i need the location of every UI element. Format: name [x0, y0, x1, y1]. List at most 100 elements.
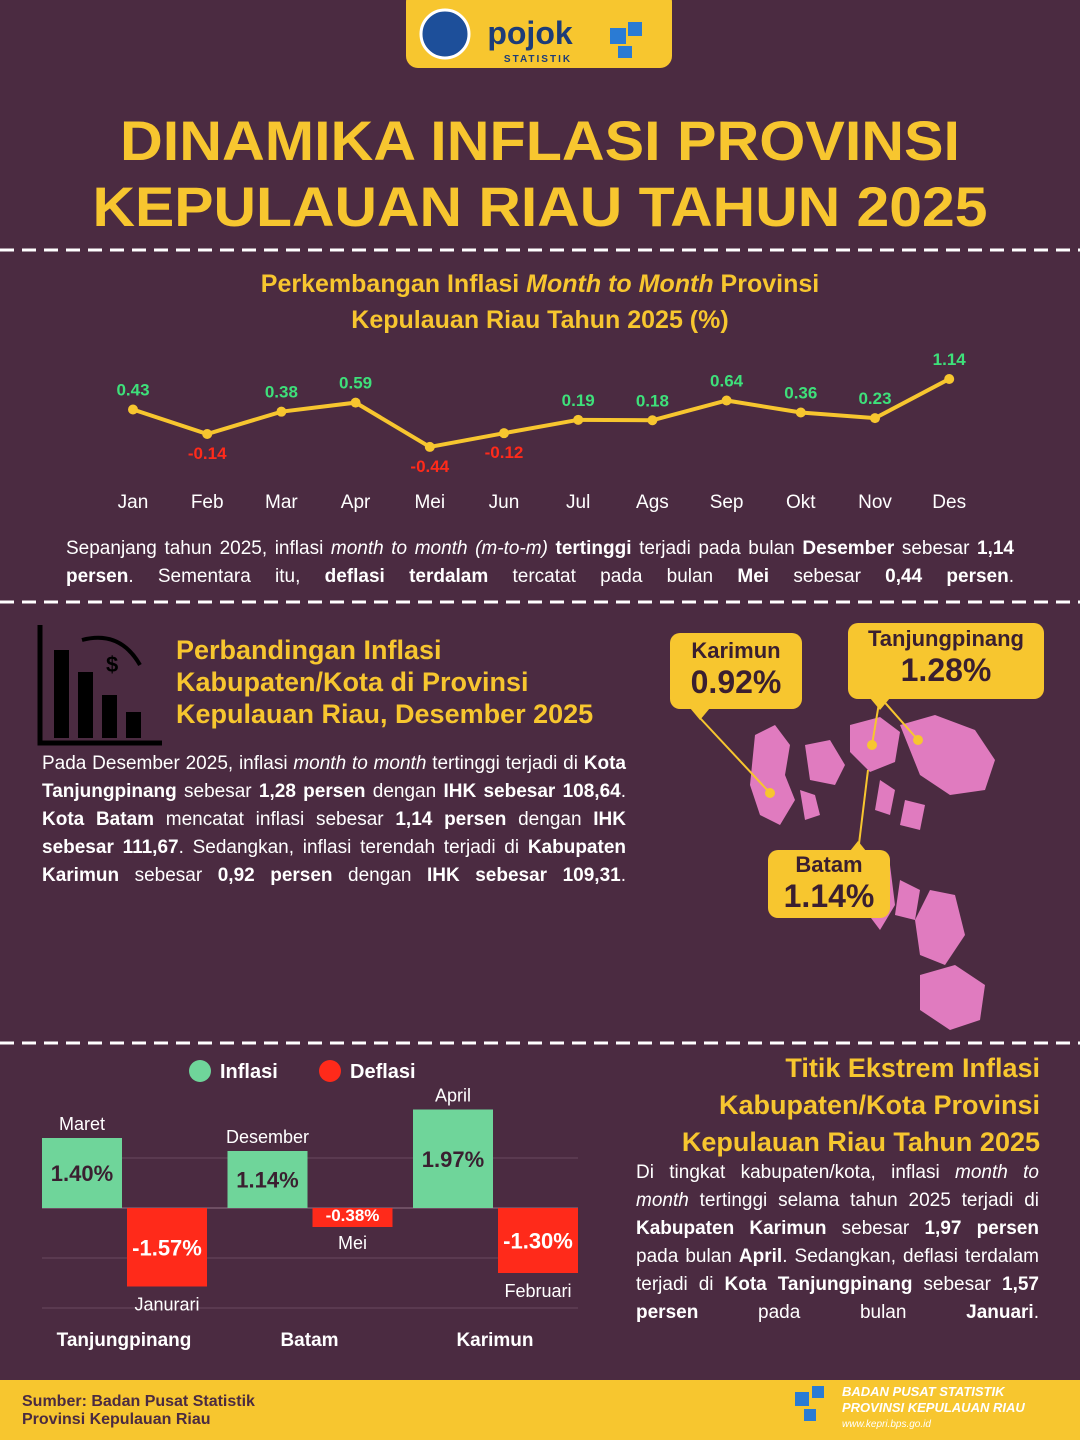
text-run: Kota Tanjungpinang	[724, 1274, 913, 1295]
text-run: Perkembangan Inflasi	[260, 270, 527, 298]
value-label: 0.64	[710, 371, 744, 390]
text-run: tertinggi terjadi di	[426, 753, 584, 774]
text-run: . Sementara itu,	[128, 566, 325, 587]
x-tick-label: Mar	[265, 492, 298, 513]
callout: Tanjungpinang 1.28%	[848, 626, 1044, 689]
text-run: 1,28 persen	[258, 781, 366, 802]
title-line: Kepulauan Riau Tahun 2025	[681, 1127, 1040, 1157]
extremes-title: Titik Ekstrem Inflasi Kabupaten/Kota Pro…	[620, 1050, 1040, 1161]
extremes-text: Di tingkat kabupaten/kota, inflasi month…	[636, 1159, 1039, 1327]
x-tick-label: Okt	[786, 492, 816, 513]
map	[750, 715, 995, 1030]
chart-icon: $	[37, 625, 162, 746]
value-label: 0.38	[265, 383, 298, 402]
title-line: Kabupaten/Kota di Provinsi	[176, 667, 529, 697]
text-run: dengan	[365, 781, 444, 802]
main-title: KEPULAUAN RIAU TAHUN 2025	[93, 175, 988, 238]
month-label: Februari	[504, 1281, 571, 1301]
text-run: . Sedangkan, inflasi terendah terjadi di	[178, 837, 528, 858]
text-run: sebesar	[119, 865, 218, 886]
bar	[127, 1208, 207, 1287]
text-run: Kabupaten Karimun	[42, 837, 626, 886]
bar	[413, 1109, 493, 1208]
text-run: pada bulan	[636, 1246, 739, 1267]
value-label: 0.36	[784, 384, 817, 403]
text-run: 0,44 persen	[885, 566, 1009, 587]
line-chart-title: Perkembangan Inflasi Month to Month Prov…	[140, 266, 940, 338]
value-label: 0.23	[858, 389, 891, 408]
value-label: 0.18	[636, 391, 669, 410]
value-label: -0.12	[485, 443, 524, 462]
text-run: IHK sebesar 108,64	[443, 781, 621, 802]
line	[132, 377, 951, 450]
text-run: Provinsi	[713, 270, 820, 298]
x-tick-label: Des	[932, 492, 966, 513]
text-run: Kota Tanjungpinang	[42, 753, 626, 802]
legend-label: Inflasi	[220, 1061, 278, 1083]
point	[499, 428, 509, 439]
text-run: dengan	[332, 865, 427, 886]
point	[128, 404, 138, 415]
text-run: sebesar	[826, 1218, 925, 1239]
text-run: tertinggi	[547, 538, 632, 559]
summary: Sepanjang tahun 2025, inflasi month to m…	[66, 535, 1014, 591]
point	[276, 406, 287, 417]
text-run: month to month (m-to-m)	[330, 538, 548, 559]
x-tick-label: Ags	[636, 492, 669, 513]
value-label: 1.40%	[51, 1161, 113, 1186]
text-run: Pada Desember 2025, inflasi	[42, 753, 294, 774]
value-label: 1.97%	[422, 1147, 484, 1172]
callout-name: Karimun	[691, 638, 781, 663]
text-run: Kota Batam	[42, 809, 155, 830]
title-line: Perkembangan Inflasi Month to Month Prov…	[140, 266, 940, 302]
logo-text: pojok	[487, 15, 573, 51]
month-label: April	[435, 1086, 471, 1106]
x-tick-label: Jun	[489, 492, 520, 513]
point	[350, 397, 361, 408]
bar	[227, 1151, 308, 1208]
text-run: .	[1033, 1302, 1039, 1323]
callout: Karimun 0.92%	[670, 638, 802, 701]
footer-logo	[795, 1386, 824, 1421]
category-label: Batam	[280, 1330, 338, 1351]
text-run: Kabupaten Karimun	[636, 1218, 827, 1239]
text-run: tertinggi selama tahun 2025 terjadi di	[688, 1190, 1039, 1211]
value-label: -0.44	[410, 457, 449, 476]
value-label: -1.57%	[132, 1235, 202, 1260]
callout-name: Batam	[795, 852, 863, 877]
point	[721, 395, 732, 406]
callout: Batam 1.14%	[768, 852, 890, 915]
svg-text:$: $	[106, 652, 118, 677]
logo-sub: STATISTIK	[504, 54, 572, 65]
text-run: Mei	[737, 566, 770, 587]
title-line: Perbandingan Inflasi	[176, 635, 442, 665]
text-run: Di tingkat kabupaten/kota, inflasi	[636, 1162, 956, 1183]
dividers	[0, 248, 1080, 1045]
point	[647, 415, 658, 426]
text-run: 1,14 persen	[395, 809, 507, 830]
text-run: dengan	[506, 809, 594, 830]
comparison-title: Perbandingan Inflasi Kabupaten/Kota di P…	[176, 634, 646, 730]
point	[202, 429, 213, 440]
value-label: 0.59	[339, 374, 372, 393]
bar	[42, 1138, 122, 1208]
callout-value: 1.28%	[900, 652, 992, 688]
text-run: tercatat pada bulan	[488, 566, 738, 587]
value-label: 1.14	[933, 350, 967, 369]
text-run: month to month	[293, 753, 427, 774]
legend-swatch	[189, 1060, 211, 1082]
text-run: IHK sebesar 109,31	[426, 865, 621, 886]
value-label: 0.19	[562, 391, 595, 410]
x-tick-label: Jan	[118, 492, 149, 513]
x-tick-label: Jul	[566, 492, 590, 513]
month-label: Janurari	[134, 1295, 199, 1315]
callout-lines	[699, 696, 923, 853]
text-run: .	[620, 781, 626, 802]
text-run: Sepanjang tahun 2025, inflasi	[66, 538, 331, 559]
x-tick-label: Feb	[191, 492, 224, 513]
legend-label: Deflasi	[350, 1061, 416, 1083]
text-run: Desember	[802, 538, 895, 559]
category-label: Tanjungpinang	[57, 1330, 192, 1351]
text-run: sebesar	[769, 566, 886, 587]
